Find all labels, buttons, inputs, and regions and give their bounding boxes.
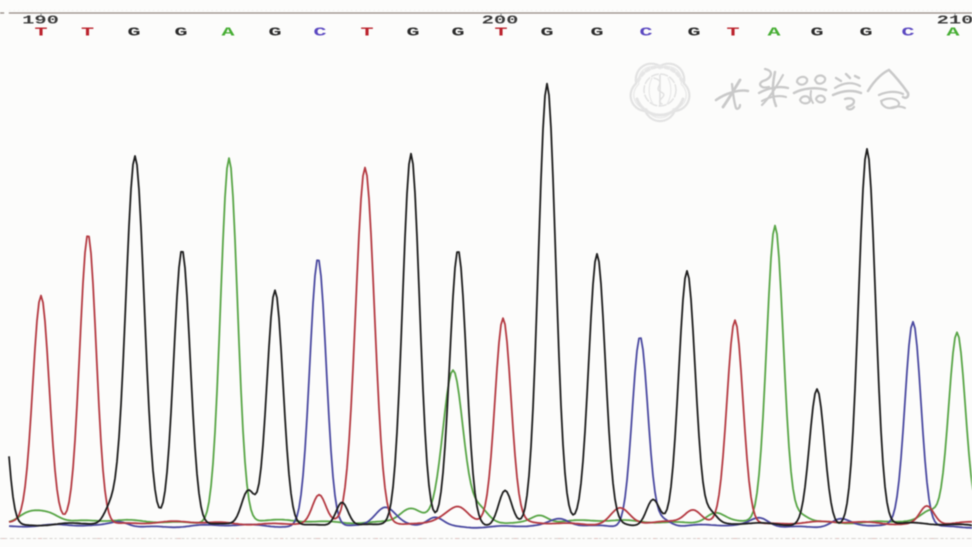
svg-text:T: T [81, 25, 95, 39]
svg-text:190: 190 [22, 14, 59, 28]
svg-text:G: G [406, 25, 419, 39]
svg-text:200: 200 [482, 14, 519, 28]
svg-text:A: A [221, 25, 235, 39]
svg-text:C: C [639, 25, 653, 39]
svg-text:T: T [726, 25, 740, 39]
svg-text:210: 210 [937, 14, 972, 28]
svg-text:G: G [687, 25, 700, 39]
svg-text:G: G [540, 25, 553, 39]
svg-text:G: G [590, 25, 603, 39]
svg-text:G: G [127, 25, 140, 39]
svg-text:T: T [494, 25, 508, 39]
svg-text:G: G [810, 25, 823, 39]
svg-text:C: C [313, 25, 327, 39]
svg-text:G: G [859, 25, 872, 39]
svg-text:A: A [946, 25, 960, 39]
svg-text:T: T [360, 25, 374, 39]
svg-text:G: G [451, 25, 464, 39]
svg-text:T: T [34, 25, 48, 39]
svg-text:G: G [268, 25, 281, 39]
svg-text:A: A [767, 25, 781, 39]
svg-text:G: G [174, 25, 187, 39]
svg-text:C: C [901, 25, 915, 39]
